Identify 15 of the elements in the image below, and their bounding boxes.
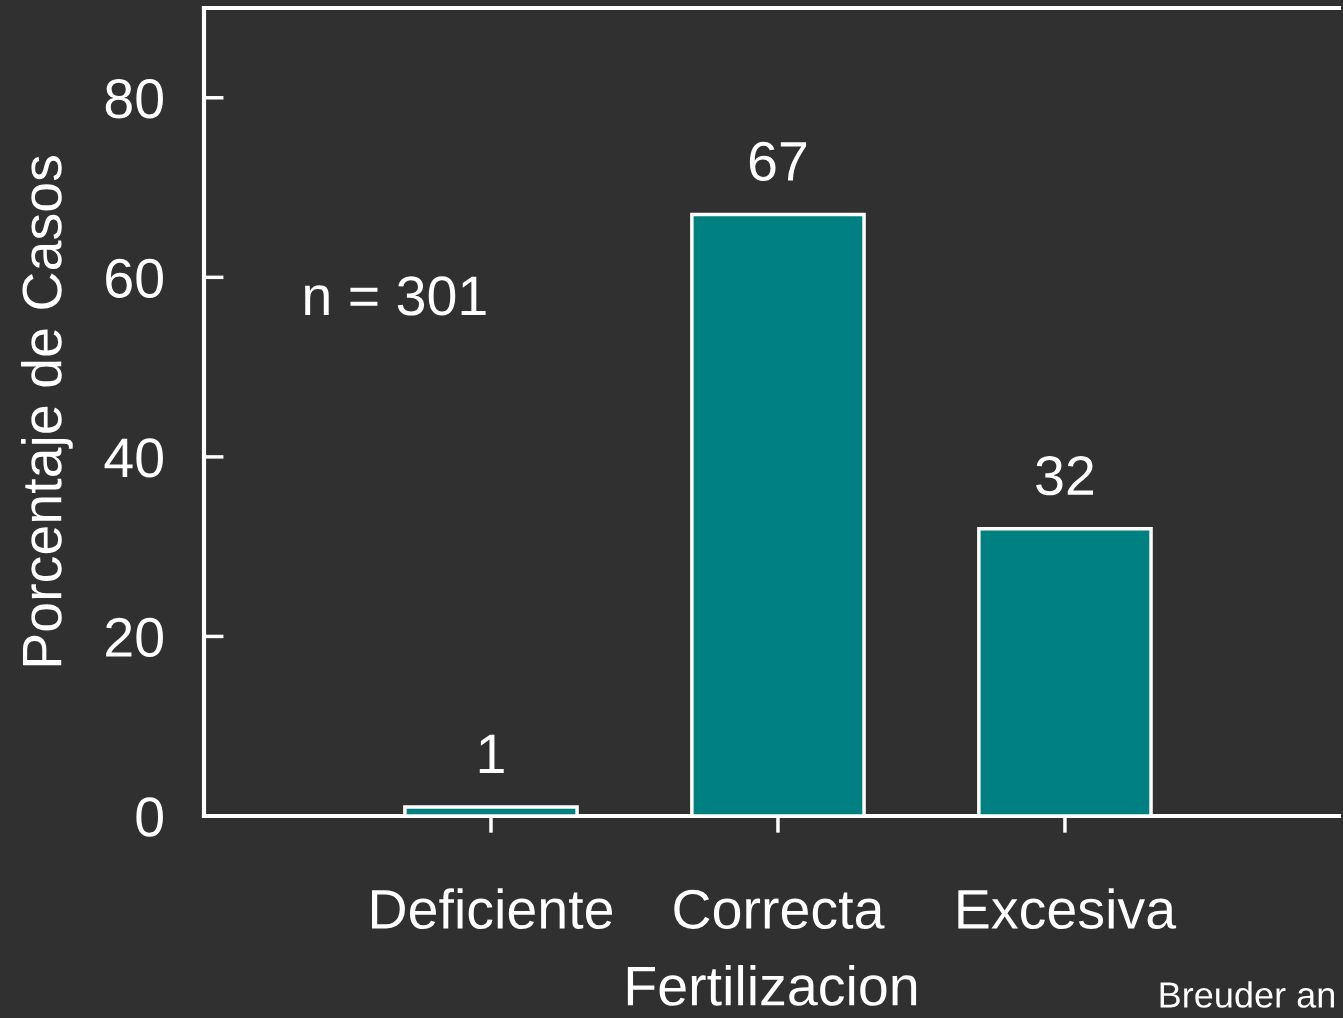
y-tick-label: 60: [106, 258, 163, 299]
y-tick-label: 0: [136, 797, 163, 837]
text: Breuder an: [1160, 981, 1334, 1008]
data-label: 32: [1036, 455, 1094, 496]
data-label: 1: [479, 734, 504, 774]
y-axis-title: Porcentaje de Casos: [20, 156, 73, 666]
annotation: n = 301: [305, 276, 486, 316]
x-axis-title: Fertilizacion: [627, 965, 917, 1006]
x-tick-label: Correcta: [674, 889, 885, 930]
x-tick-label: Deficiente: [372, 888, 613, 930]
y-tick-label: 20: [106, 617, 163, 658]
y-tick-label: 40: [104, 438, 163, 478]
x-tick-label: Excesiva: [958, 888, 1177, 930]
y-tick-label: 80: [105, 79, 163, 119]
data-label: 67: [749, 141, 807, 182]
